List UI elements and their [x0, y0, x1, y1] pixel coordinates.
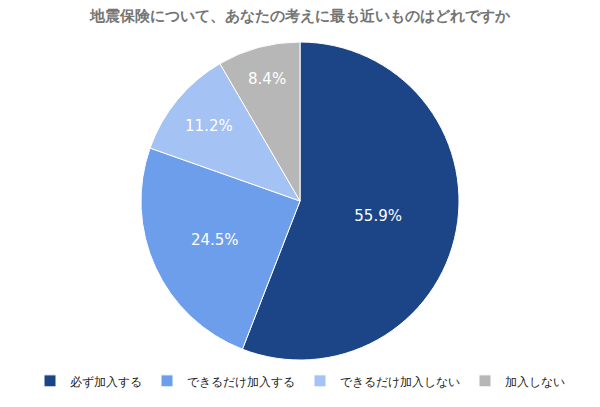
svg-text:地震保険について、あなたの考えに最も近いものはどれですか: 地震保険について、あなたの考えに最も近いものはどれですか	[89, 7, 511, 25]
svg-text:8.4%: 8.4%	[248, 70, 286, 88]
svg-text:できるだけ加入する: できるだけ加入する	[187, 375, 295, 389]
svg-text:必ず加入する: 必ず加入する	[70, 375, 142, 389]
svg-text:24.5%: 24.5%	[191, 231, 239, 249]
svg-text:できるだけ加入しない: できるだけ加入しない	[340, 375, 460, 389]
svg-text:55.9%: 55.9%	[354, 207, 402, 225]
svg-text:11.2%: 11.2%	[185, 117, 233, 135]
svg-text:加入しない: 加入しない	[505, 375, 565, 389]
